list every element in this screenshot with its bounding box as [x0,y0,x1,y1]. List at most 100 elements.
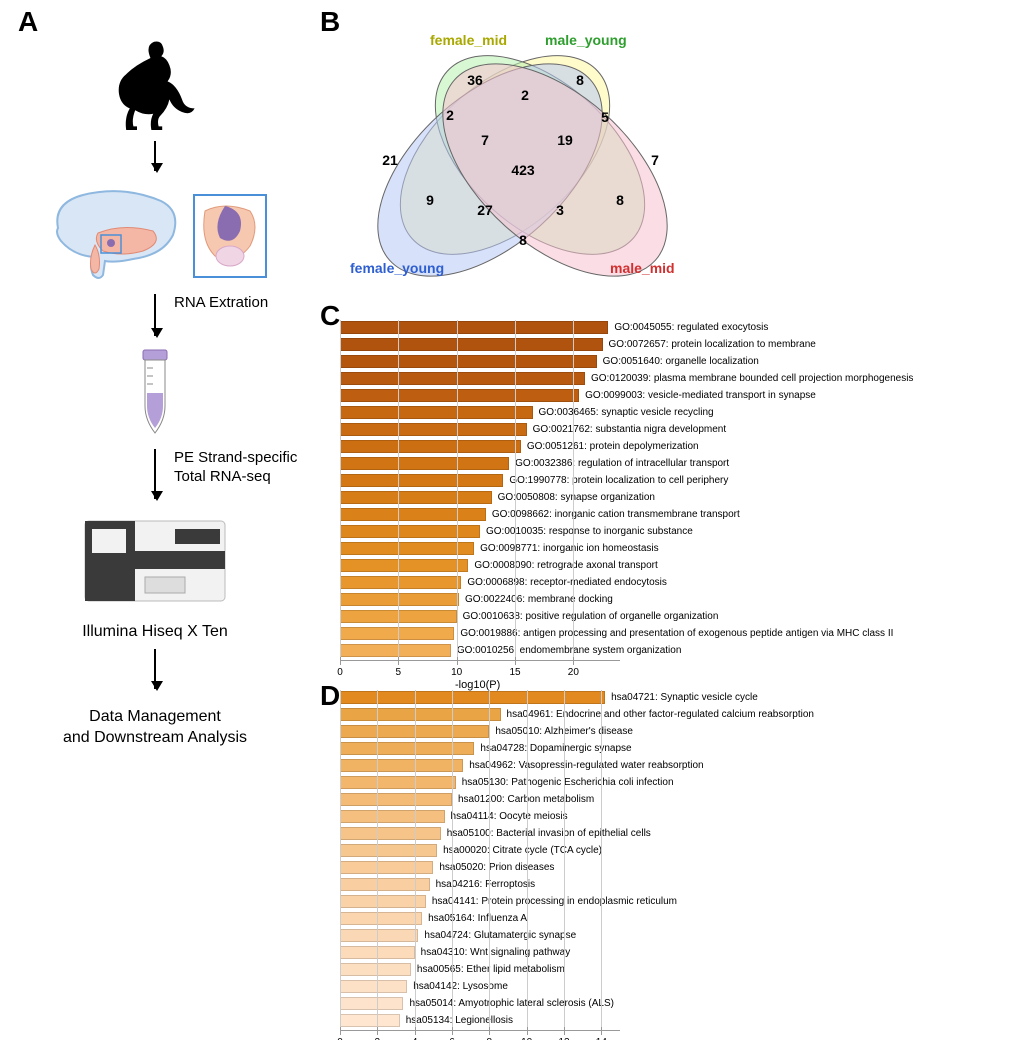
bar [340,491,492,504]
grid-line [515,320,516,661]
bar-label: GO:0072657: protein localization to memb… [609,340,816,350]
bar-label: GO:0032386: regulation of intracellular … [515,459,729,469]
bar-label: hsa04728: Dopaminergic synapse [480,744,631,754]
workflow-step-label: RNA Extration [174,294,354,313]
bar-label: GO:0010256: endomembrane system organiza… [457,646,682,656]
bar [340,929,418,942]
bar [340,440,521,453]
bar [340,593,459,606]
monkey-icon [110,40,200,135]
grid-line [415,690,416,1031]
bar-label: hsa04721: Synaptic vesicle cycle [611,693,758,703]
venn-count: 8 [519,232,527,248]
grid-line [452,690,453,1031]
bar-label: GO:0051261: protein depolymerization [527,442,699,452]
bar-row: GO:0098771: inorganic ion homeostasis [340,541,1020,556]
bar-row: GO:0098662: inorganic cation transmembra… [340,507,1020,522]
venn-count: 5 [601,109,609,125]
grid-line [564,690,565,1031]
venn-count: 19 [557,132,573,148]
grid-line [573,320,574,661]
bar-label: GO:0045055: regulated exocytosis [614,323,768,333]
bar [340,474,503,487]
bar-label: hsa04961: Endocrine and other factor-reg… [507,710,814,720]
tick-label: 10 [451,667,462,678]
bar-label: hsa04216: Ferroptosis [436,880,536,890]
workflow-step-label: PE Strand-specific Total RNA-seq [174,449,354,487]
venn-count: 7 [481,132,489,148]
bar-row: hsa05134: Legionellosis [340,1013,1020,1028]
bar-row: hsa04141: Protein processing in endoplas… [340,894,1020,909]
arrow-icon [154,141,156,171]
bar-label: hsa00565: Ether lipid metabolism [417,965,565,975]
bar [340,559,468,572]
bar-label: hsa05130: Pathogenic Escherichia coli in… [462,778,674,788]
bar-label: GO:0098771: inorganic ion homeostasis [480,544,658,554]
bar [340,525,480,538]
bar-row: hsa04728: Dopaminergic synapse [340,741,1020,756]
venn-diagram: female_mid male_young female_young male_… [330,30,710,290]
brain-icon [43,183,183,288]
bar-row: GO:0008090: retrograde axonal transport [340,558,1020,573]
bar [340,355,597,368]
bar-label: GO:0019886: antigen processing and prese… [460,629,893,639]
bar-row: GO:0036465: synaptic vesicle recycling [340,405,1020,420]
bar-row: hsa05130: Pathogenic Escherichia coli in… [340,775,1020,790]
bar-row: GO:1990778: protein localization to cell… [340,473,1020,488]
bar-label: hsa04142: Lysosome [413,982,508,992]
tick-label: 5 [396,667,402,678]
sequencer-icon [80,511,230,616]
venn-count: 9 [426,192,434,208]
bar-label: hsa04310: Wnt signaling pathway [421,948,571,958]
bar-label: GO:0008090: retrograde axonal transport [474,561,657,571]
venn-count: 2 [446,107,454,123]
bar-row: hsa05020: Prion diseases [340,860,1020,875]
panel-label-a: A [18,6,38,38]
bar [340,508,486,521]
bar [340,338,603,351]
tick-label: 0 [337,667,343,678]
panel-label-d: D [320,680,340,712]
bar-label: GO:0050808: synapse organization [498,493,655,503]
bar-label: GO:0051640: organelle localization [603,357,759,367]
bar-row: GO:0019886: antigen processing and prese… [340,626,1020,641]
x-axis: 02468101214-log10(P) [340,1030,620,1040]
grid-line [527,690,528,1031]
bar-label: hsa05020: Prion diseases [439,863,554,873]
bar [340,691,605,704]
bar-row: GO:0051640: organelle localization [340,354,1020,369]
bar-label: GO:0098662: inorganic cation transmembra… [492,510,740,520]
bar-row: hsa04724: Glutamatergic synapse [340,928,1020,943]
bar [340,997,403,1010]
x-axis: 05101520-log10(P) [340,660,620,691]
bar [340,457,509,470]
bar [340,423,527,436]
bar-row: hsa04142: Lysosome [340,979,1020,994]
bar-row: hsa04216: Ferroptosis [340,877,1020,892]
bar [340,372,585,385]
brain-inset-icon [193,194,267,278]
grid-line [340,320,341,661]
bar-row: GO:0050808: synapse organization [340,490,1020,505]
bar-row: hsa01200: Carbon metabolism [340,792,1020,807]
bar-row: hsa04721: Synaptic vesicle cycle [340,690,1020,705]
grid-line [489,690,490,1031]
bar-label: hsa05134: Legionellosis [406,1016,513,1026]
bar-label: hsa04962: Vasopressin-regulated water re… [469,761,703,771]
bar-row: GO:0032386: regulation of intracellular … [340,456,1020,471]
venn-count: 3 [556,202,564,218]
bar [340,963,411,976]
venn-count: 2 [521,87,529,103]
bar-row: hsa04961: Endocrine and other factor-reg… [340,707,1020,722]
bar-row: GO:0010638: positive regulation of organ… [340,609,1020,624]
bar [340,861,433,874]
tick-label: 15 [509,667,520,678]
bar-label: GO:0036465: synaptic vesicle recycling [539,408,714,418]
bar-label: hsa04724: Glutamatergic synapse [424,931,576,941]
bar-label: hsa05164: Influenza A [428,914,527,924]
bar-label: GO:0010035: response to inorganic substa… [486,527,693,537]
bar [340,627,454,640]
go-bar-chart: GO:0045055: regulated exocytosis GO:00726… [340,320,1010,691]
venn-count: 8 [576,72,584,88]
bar [340,542,474,555]
